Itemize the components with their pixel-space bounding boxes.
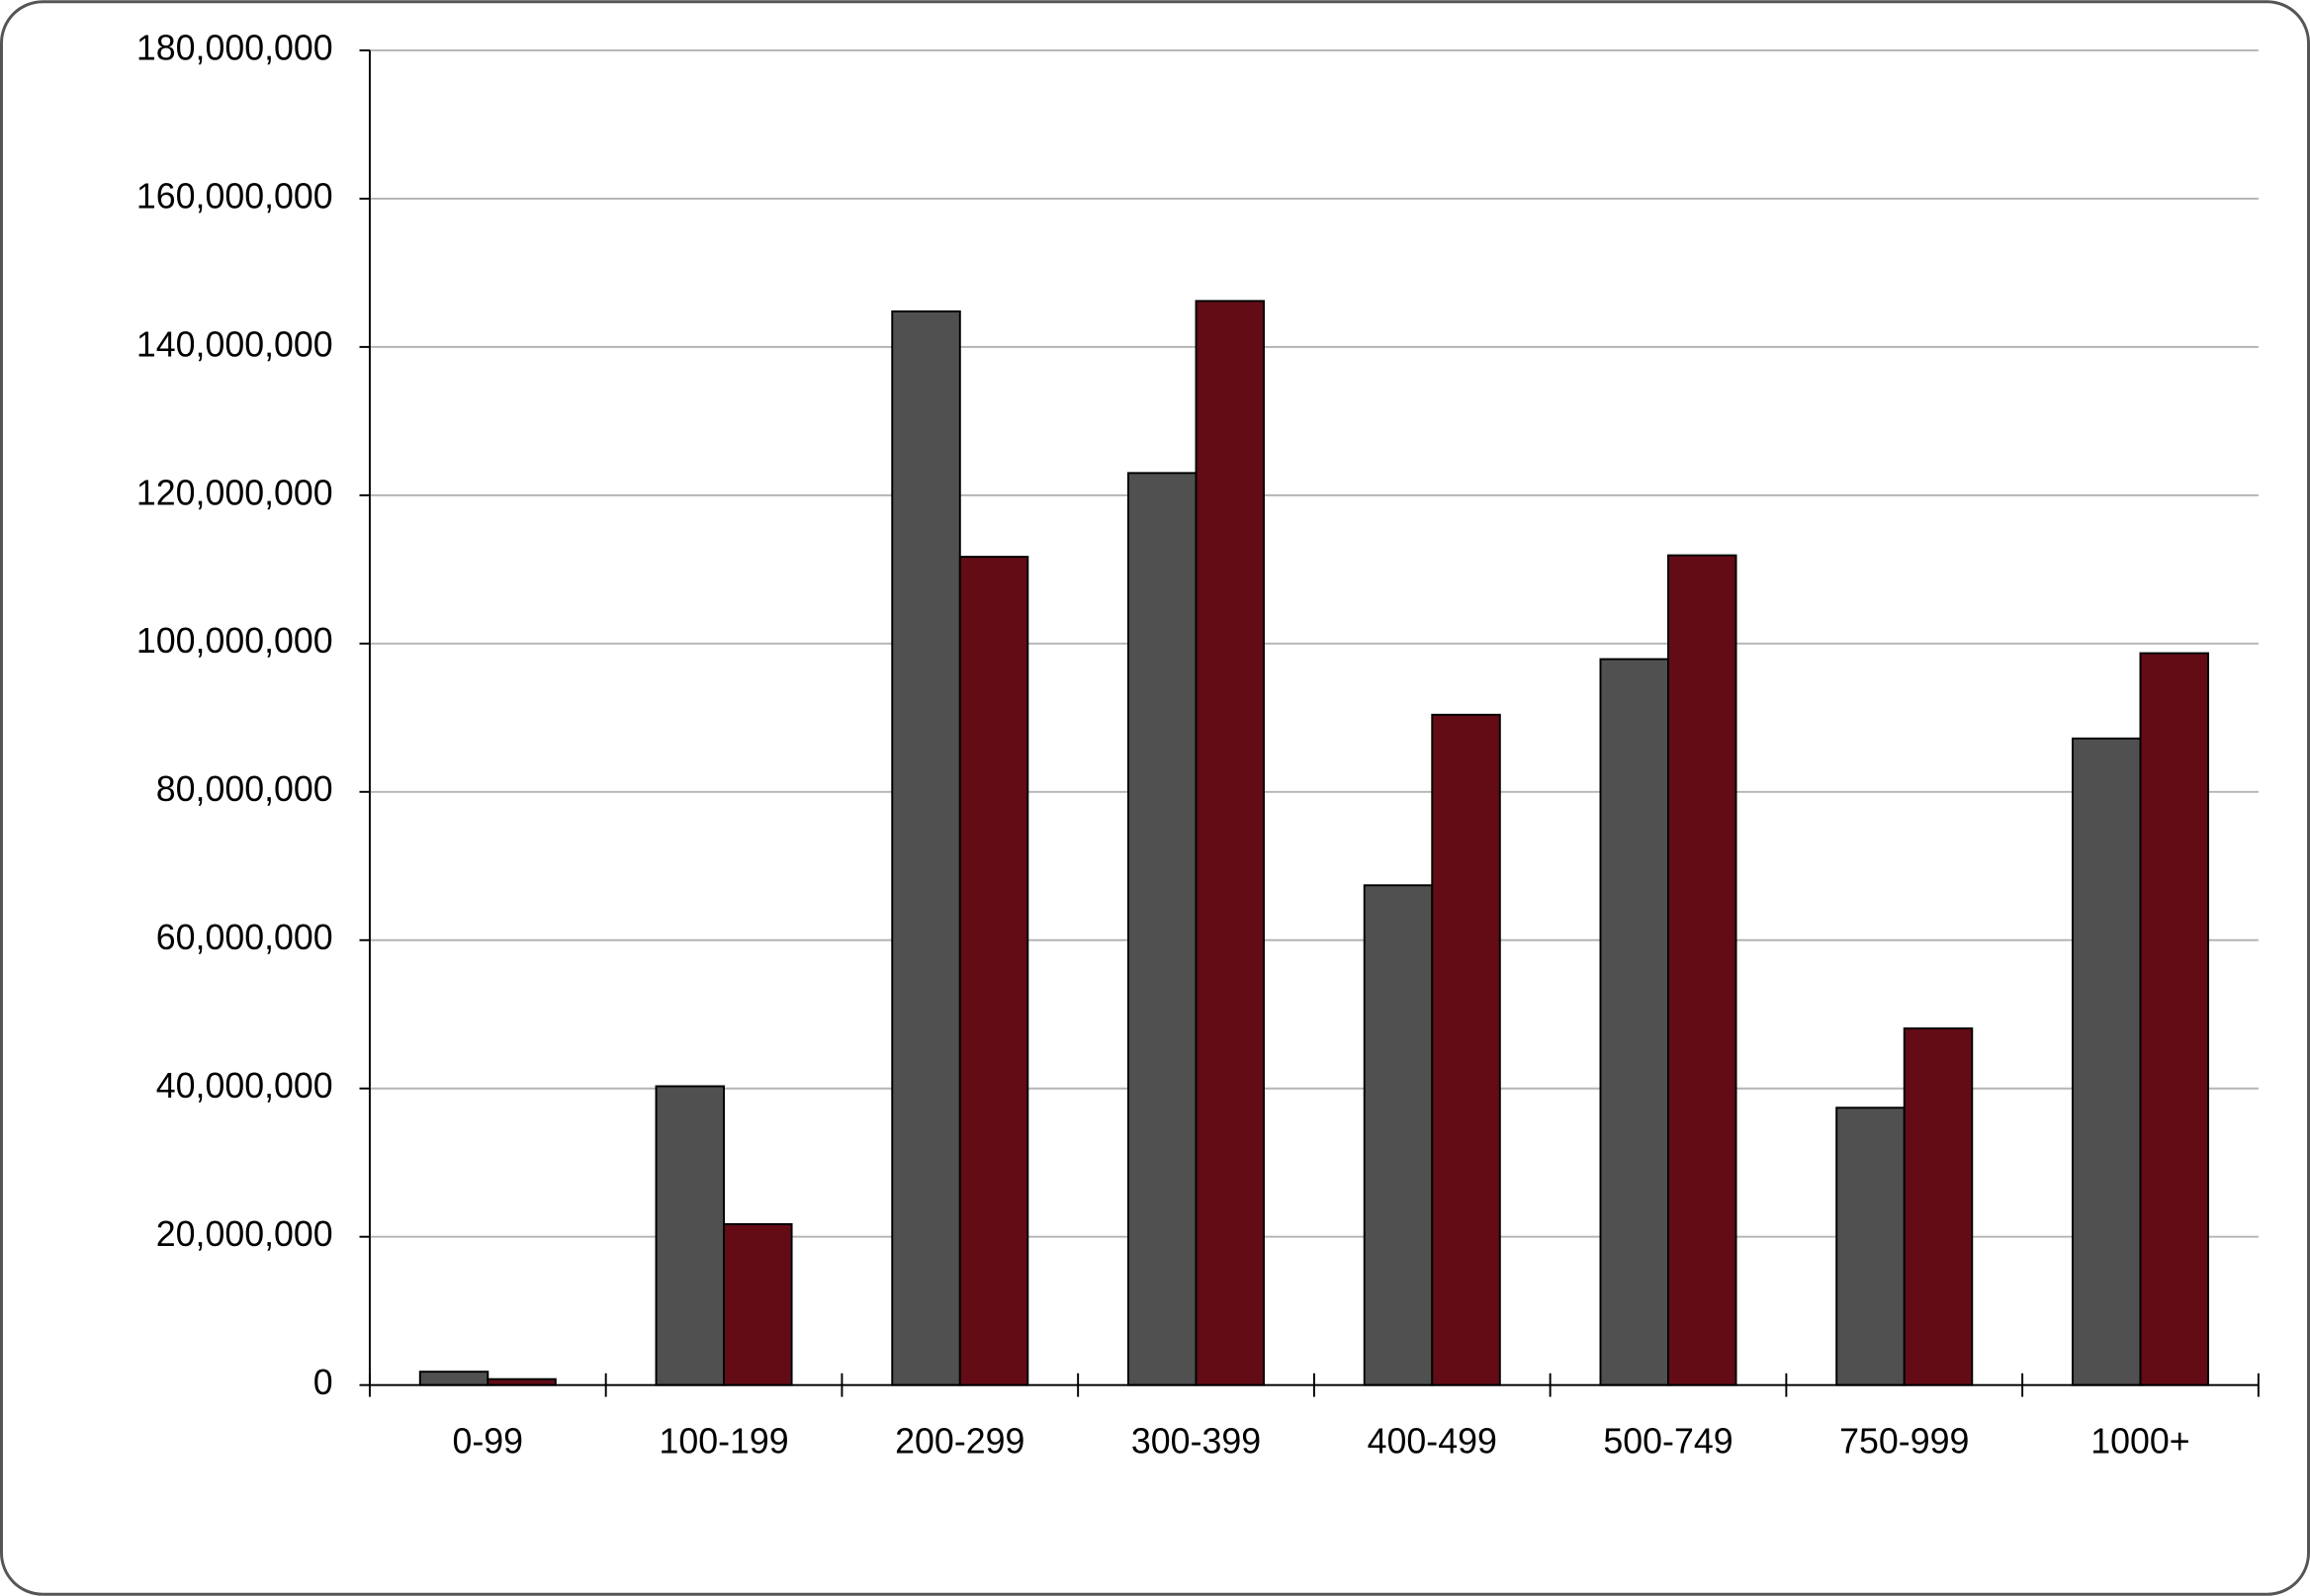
- bar: [1127, 472, 1198, 1386]
- bar: [958, 556, 1029, 1386]
- bar: [418, 1371, 489, 1386]
- bar: [1599, 658, 1669, 1386]
- y-tick-label: 80,000,000: [156, 769, 333, 809]
- bar: [2071, 737, 2142, 1386]
- y-tick-label: 60,000,000: [156, 918, 333, 957]
- bars: [418, 300, 2209, 1386]
- y-tick-label: 100,000,000: [136, 621, 333, 661]
- x-tick-label: 500-749: [1603, 1422, 1732, 1462]
- bar: [1431, 713, 1501, 1386]
- x-tick-label: 750-999: [1839, 1422, 1969, 1462]
- y-tick-label: 180,000,000: [136, 28, 333, 67]
- bar: [1667, 554, 1737, 1386]
- bar: [723, 1222, 793, 1386]
- x-tick-label: 100-199: [659, 1422, 788, 1462]
- bar: [1903, 1027, 1974, 1386]
- bar: [1363, 884, 1434, 1386]
- x-tick-label: 400-499: [1368, 1422, 1497, 1462]
- bar: [1195, 300, 1266, 1386]
- bar: [2139, 652, 2209, 1386]
- axes: 0 20,000,000 40,000,000 60,000,000 80,000,00…: [136, 28, 2260, 1462]
- y-tick-label: 140,000,000: [136, 324, 333, 364]
- y-tick-label: 40,000,000: [156, 1066, 333, 1106]
- bar: [655, 1085, 726, 1386]
- x-tick-label: 0-99: [453, 1422, 524, 1462]
- x-tick-label: 200-299: [895, 1422, 1024, 1462]
- bar: [1835, 1107, 1906, 1386]
- x-tick-label: 1000+: [2090, 1422, 2189, 1462]
- x-tick-label: 300-399: [1131, 1422, 1261, 1462]
- y-tick-label: 120,000,000: [136, 473, 333, 512]
- y-tick-label: 20,000,000: [156, 1214, 333, 1254]
- y-tick-label: 160,000,000: [136, 176, 333, 216]
- bar: [891, 310, 961, 1386]
- y-tick-label: 0: [313, 1363, 333, 1402]
